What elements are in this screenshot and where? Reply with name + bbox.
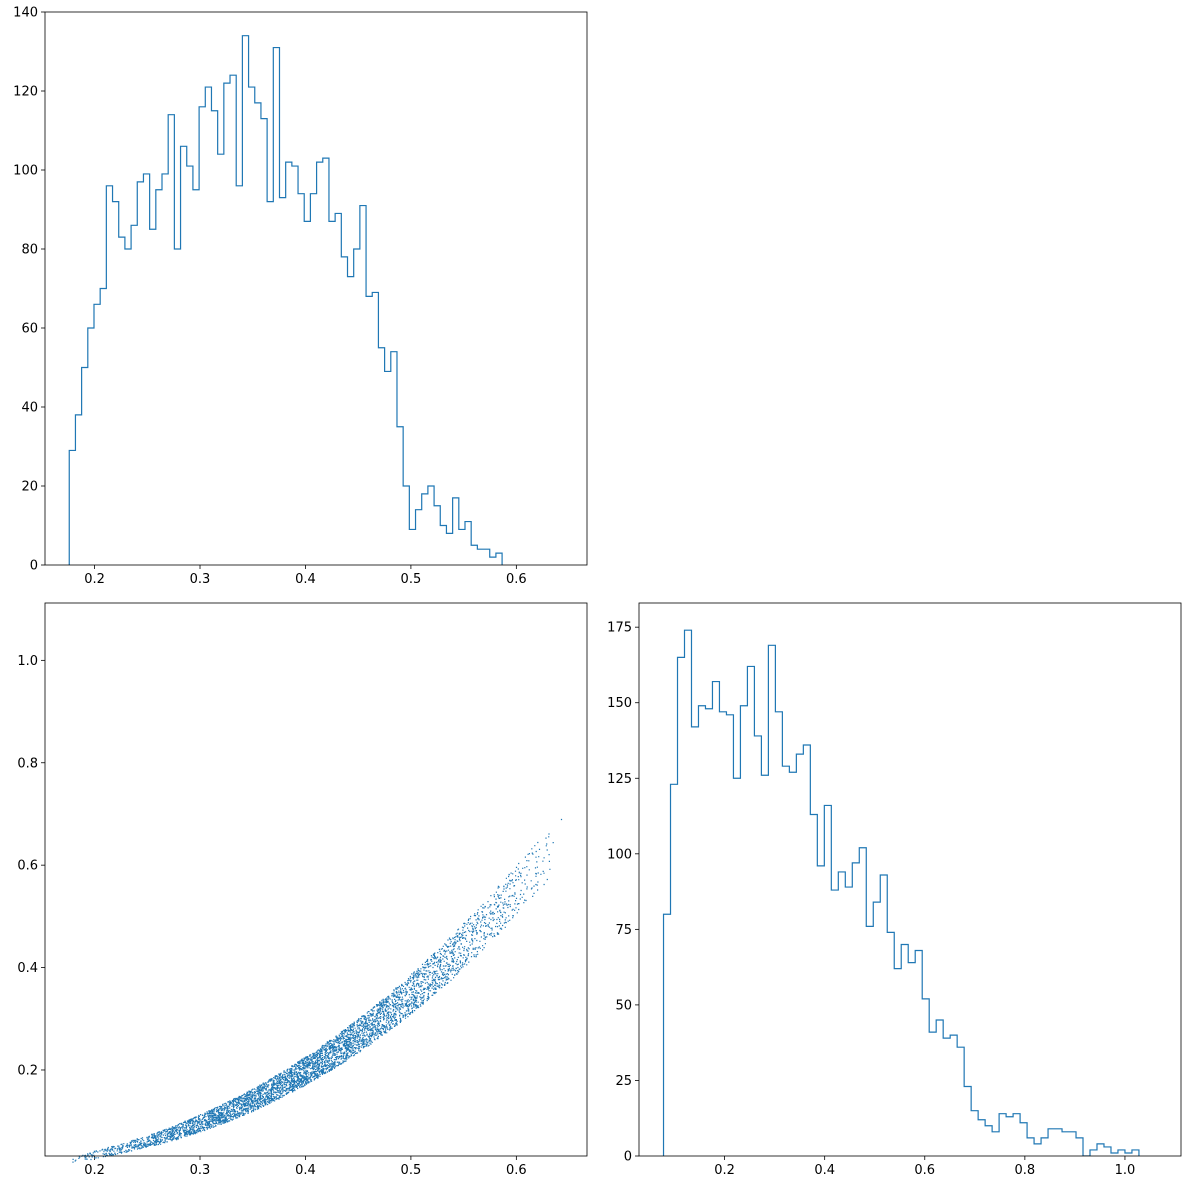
scatter-point: [72, 818, 563, 1163]
bottom-right-histogram-panel: 0.2 0.4 0.6 0.8 1.0 0 25 50 75 100 125 150 175: [607, 602, 1182, 1178]
y-tick-label: 25: [615, 1074, 632, 1089]
bottom-left-scatter-panel: 0.2 0.3 0.4 0.5 0.6 0.2 0.4 0.6 0.8 1.0: [17, 602, 588, 1178]
y-tick-label: 40: [21, 401, 38, 416]
y-tick-label: 125: [607, 772, 632, 787]
x-tick-label: 0.6: [506, 1163, 527, 1178]
top-left-histogram-panel: 0.2 0.3 0.4 0.5 0.6 0 20 40 60 80 100 120 140: [13, 6, 588, 587]
histogram-step-line: [662, 629, 1140, 1156]
x-tick-label: 0.2: [714, 1163, 735, 1178]
y-tick-label: 120: [13, 85, 38, 100]
y-tick-label: 0: [624, 1150, 632, 1165]
y-tick-label: 0.4: [17, 961, 38, 976]
scatter-points: [72, 818, 563, 1163]
x-tick-label: 0.4: [295, 572, 316, 587]
x-tick-label: 0.5: [401, 572, 422, 587]
y-tick-label: 20: [21, 480, 38, 495]
x-tick-label: 0.6: [914, 1163, 935, 1178]
y-tick-label: 100: [13, 164, 38, 179]
y-tick-label: 175: [607, 621, 632, 636]
x-tick-label: 0.3: [190, 572, 211, 587]
x-tick-label: 0.8: [1015, 1163, 1036, 1178]
y-tick-label: 1.0: [17, 654, 38, 669]
y-tick-label: 60: [21, 322, 38, 337]
y-tick-label: 0.6: [17, 859, 38, 874]
x-tick-label: 0.4: [295, 1163, 316, 1178]
x-tick-label: 0.4: [814, 1163, 835, 1178]
y-tick-label: 0.2: [17, 1063, 38, 1078]
y-tick-label: 140: [13, 6, 38, 21]
y-tick-label: 150: [607, 696, 632, 711]
axes-frame: [44, 11, 588, 566]
y-tick-label: 0.8: [17, 756, 38, 771]
y-tick-label: 80: [21, 243, 38, 258]
histogram-step-line: [68, 35, 503, 565]
x-tick-label: 0.2: [84, 572, 105, 587]
x-tick-label: 0.5: [401, 1163, 422, 1178]
axes-frame: [44, 602, 588, 1157]
y-tick-label: 100: [607, 847, 632, 862]
y-tick-label: 50: [615, 998, 632, 1013]
x-tick-label: 0.6: [506, 572, 527, 587]
x-tick-label: 0.2: [84, 1163, 105, 1178]
x-tick-label: 0.3: [190, 1163, 211, 1178]
y-tick-label: 75: [615, 923, 632, 938]
axes-frame: [638, 602, 1182, 1157]
y-tick-label: 0: [30, 559, 38, 574]
x-tick-label: 1.0: [1115, 1163, 1136, 1178]
